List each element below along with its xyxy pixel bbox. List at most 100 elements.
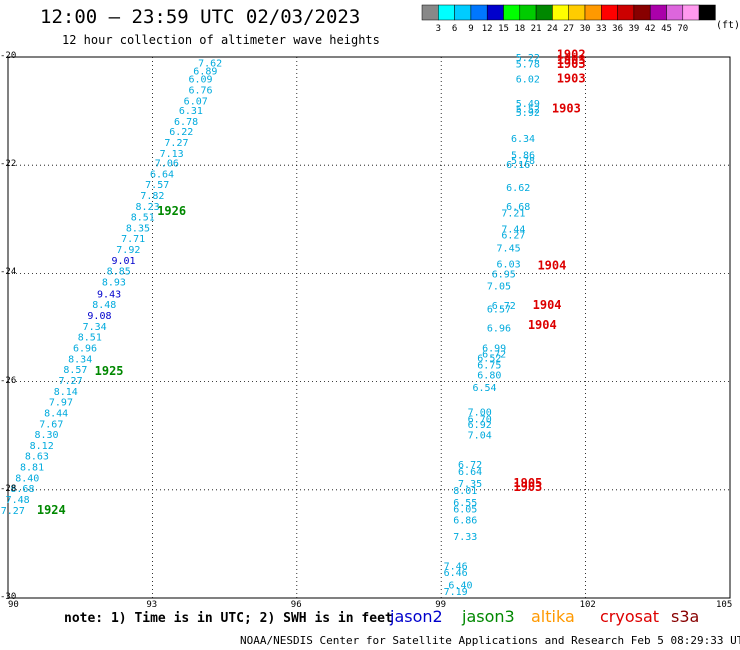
- swh-value: 6.86: [453, 516, 477, 527]
- swh-value: 6.76: [188, 85, 212, 96]
- swh-value: 7.57: [145, 180, 169, 191]
- swh-value: 8.51: [131, 213, 155, 224]
- track-time-label: 1903: [557, 53, 586, 67]
- swh-value: 8.01: [453, 486, 477, 497]
- swh-value: 7.19: [444, 587, 468, 598]
- color-scale-unit: (ft): [716, 20, 740, 31]
- note-text: note: 1) Time is in UTC; 2) SWH is in fe…: [64, 611, 393, 626]
- x-tick-label: 102: [579, 600, 596, 610]
- swh-value: 8.51: [78, 333, 102, 344]
- swh-value: 8.40: [15, 473, 39, 484]
- swh-value: 7.97: [49, 398, 73, 409]
- swh-value: 5.49: [516, 99, 540, 110]
- y-tick-label: -20: [0, 51, 17, 61]
- swh-value: 6.03: [497, 260, 521, 271]
- swh-value: 6.27: [501, 230, 525, 241]
- swh-value: 6.78: [174, 117, 198, 128]
- swh-value: 6.54: [472, 383, 496, 394]
- swh-value: 6.22: [169, 127, 193, 138]
- swh-value: 8.35: [126, 223, 150, 234]
- swh-value: 5.92: [516, 108, 540, 119]
- swh-value: 6.72: [482, 349, 506, 360]
- track-time-label: 1905: [513, 476, 542, 490]
- color-scale-label: 30: [580, 24, 591, 34]
- swh-value: 8.23: [136, 202, 160, 213]
- swh-value: 8.44: [44, 408, 68, 419]
- legend-item-jason3: jason3: [462, 607, 515, 626]
- color-scale-label: 21: [531, 24, 542, 34]
- track-time-label: 1903: [513, 480, 542, 494]
- swh-value: 7.82: [140, 191, 164, 202]
- swh-value: 6.31: [179, 106, 203, 117]
- swh-value: 6.96: [73, 344, 97, 355]
- swh-value: 9.43: [97, 289, 121, 300]
- swh-value: 6.72: [492, 301, 516, 312]
- swh-value: 8.63: [25, 452, 49, 463]
- color-scale-label: 6: [452, 24, 457, 34]
- swh-value: 6.89: [193, 67, 217, 78]
- color-scale-label: 12: [482, 24, 493, 34]
- swh-value: 7.92: [116, 245, 140, 256]
- swh-value: 6.46: [444, 568, 468, 579]
- swh-value: 6.52: [477, 353, 501, 364]
- chart-title: 12:00 – 23:59 UTC 02/03/2023: [40, 6, 361, 28]
- swh-value: 6.72: [458, 460, 482, 471]
- track-time-label: 1924: [37, 503, 66, 517]
- swh-value: 7.27: [1, 506, 25, 517]
- swh-value: 7.21: [501, 208, 525, 219]
- y-tick-label: -24: [0, 267, 17, 278]
- swh-value: 7.44: [501, 224, 525, 235]
- color-scale-label: 33: [596, 24, 607, 34]
- track-time-label: 1904: [537, 258, 566, 272]
- legend-item-altika: altika: [531, 607, 575, 626]
- x-tick-label: 90: [8, 600, 19, 610]
- swh-value: 7.71: [121, 234, 145, 245]
- swh-value: 7.06: [155, 158, 179, 169]
- swh-value: 6.95: [492, 269, 516, 280]
- swh-value: 9.01: [111, 256, 135, 267]
- swh-value: 6.96: [487, 324, 511, 335]
- swh-value: 8.12: [30, 441, 54, 452]
- color-scale: 3 6 9 12 15 18 21 24 27 30 33 36 39 42 45 70: [421, 4, 716, 34]
- swh-value: 8.57: [63, 365, 87, 376]
- color-scale-label: 45: [661, 24, 672, 34]
- swh-value: 7.13: [160, 149, 184, 160]
- swh-value: 8.68: [10, 484, 34, 495]
- swh-value: 6.57: [487, 305, 511, 316]
- swh-value: 7.45: [497, 243, 521, 254]
- plot-frame: [7, 56, 731, 599]
- swh-value: 7.00: [468, 407, 492, 418]
- swh-value: 7.27: [59, 376, 83, 387]
- x-tick-label: 99: [435, 600, 447, 610]
- color-scale-label: 36: [612, 24, 623, 34]
- swh-value: 6.92: [468, 420, 492, 431]
- color-scale-swatch: [698, 4, 716, 21]
- track-time-label: 1904: [533, 298, 562, 312]
- track-time-label: 1903: [552, 101, 581, 115]
- swh-value: 6.55: [453, 498, 477, 509]
- swh-value: 5.86: [511, 150, 535, 161]
- x-tick-label: 96: [290, 600, 302, 610]
- swh-value: 6.70: [468, 414, 492, 425]
- swh-value: 6.99: [482, 344, 506, 355]
- color-scale-label: 39: [628, 24, 639, 34]
- swh-value: 6.34: [511, 134, 535, 145]
- track-time-label: 1902: [557, 47, 586, 61]
- swh-value: 6.80: [477, 371, 501, 382]
- swh-value: 6.62: [506, 183, 530, 194]
- legend-item-s3a: s3a: [671, 607, 700, 626]
- swh-value: 5.78: [516, 59, 540, 70]
- swh-value: 6.09: [188, 75, 212, 86]
- swh-value: 6.40: [448, 580, 472, 591]
- swh-value: 5.52: [516, 104, 540, 115]
- swh-value: 8.48: [92, 300, 116, 311]
- x-tick-label: 93: [146, 600, 158, 610]
- swh-value: 8.34: [68, 354, 92, 365]
- swh-value: 7.27: [164, 138, 188, 149]
- track-time-label: 1903: [557, 57, 586, 71]
- color-scale-label: 9: [468, 24, 473, 34]
- swh-value: 7.46: [444, 562, 468, 573]
- swh-value: 9.08: [87, 311, 111, 322]
